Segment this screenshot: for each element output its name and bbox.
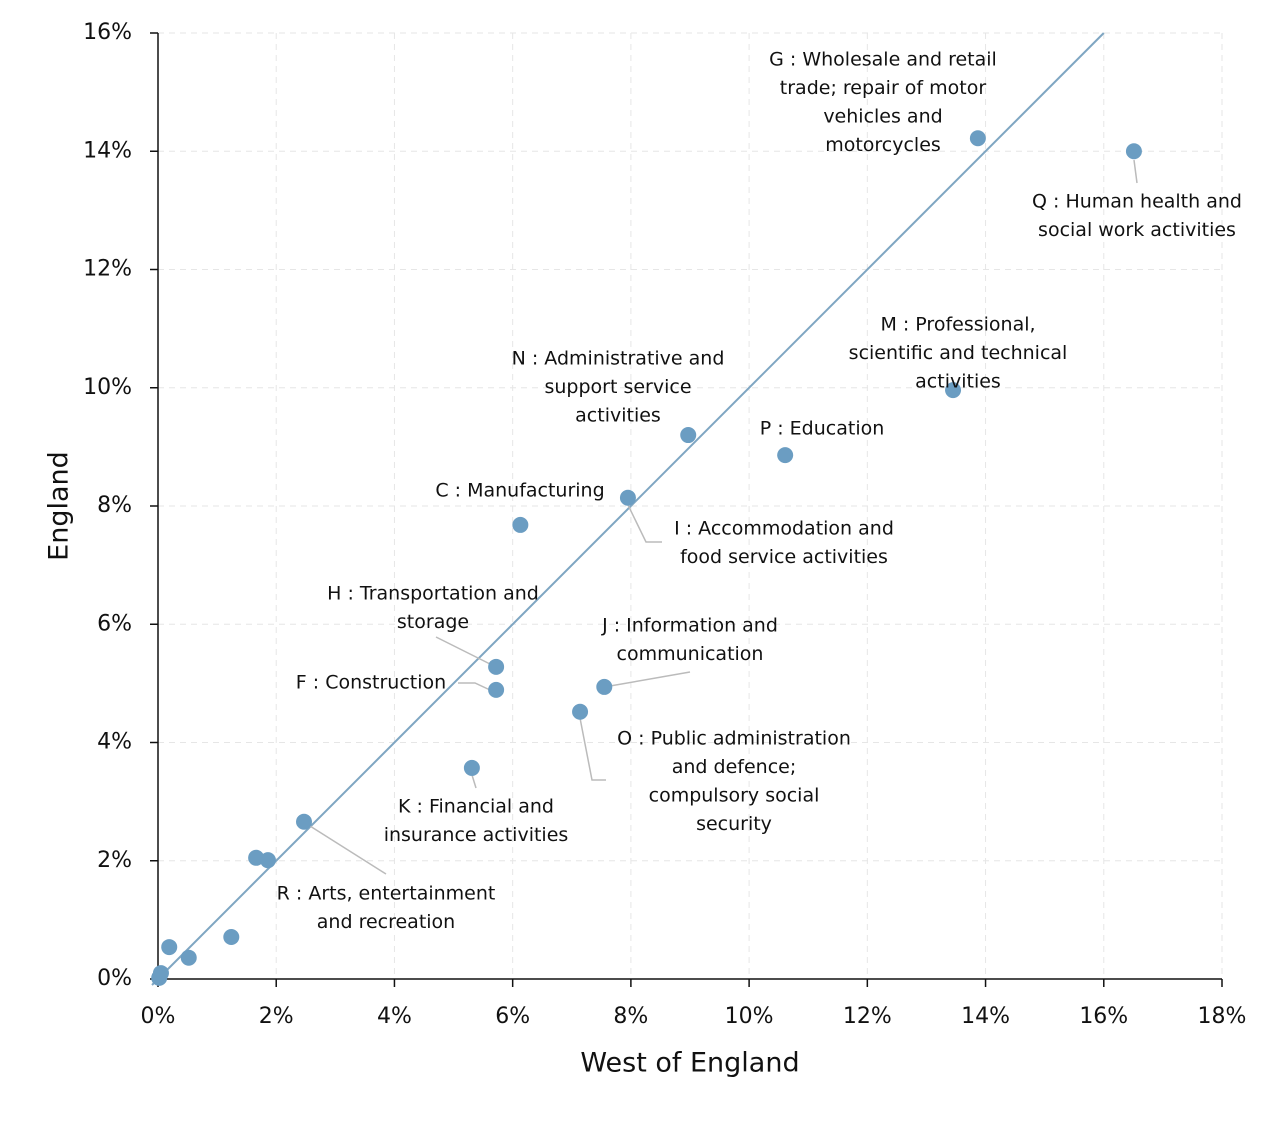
- x-tick-label: 8%: [613, 1004, 648, 1029]
- point-label: F : Construction: [296, 672, 446, 694]
- point-label: C : Manufacturing: [435, 480, 604, 502]
- leader-line: [1133, 159, 1138, 184]
- point-label: scientific and technical: [849, 342, 1068, 364]
- point: [259, 852, 276, 869]
- x-tick-label: 16%: [1079, 1004, 1128, 1029]
- point-label: G : Wholesale and retail: [769, 49, 997, 71]
- leader-line: [435, 636, 491, 665]
- point: [945, 382, 962, 399]
- leader-line: [627, 504, 662, 543]
- point: [596, 678, 613, 695]
- point-label: J : Information and: [601, 615, 778, 637]
- point: [619, 489, 636, 506]
- point: [777, 447, 794, 464]
- point-label: H : Transportation and: [327, 583, 539, 605]
- y-tick-label: 2%: [97, 848, 132, 873]
- y-tick-label: 6%: [97, 611, 132, 636]
- leader-line: [309, 825, 387, 875]
- point: [180, 949, 197, 966]
- point-label: R : Arts, entertainment: [277, 883, 496, 905]
- point: [223, 929, 240, 946]
- point-label: vehicles and: [823, 106, 942, 128]
- point-label: and recreation: [317, 911, 455, 933]
- point: [296, 813, 313, 830]
- point-label: support service: [544, 376, 691, 398]
- y-tick-label: 16%: [83, 20, 132, 45]
- point-label: P : Education: [760, 418, 885, 440]
- point: [969, 130, 986, 147]
- point: [463, 759, 480, 776]
- point-label: communication: [617, 643, 764, 665]
- point-label: M : Professional,: [880, 314, 1035, 336]
- point-label: activities: [575, 405, 661, 427]
- x-tick-label: 2%: [259, 1004, 294, 1029]
- y-axis-title: England: [44, 451, 75, 561]
- x-tick-label: 10%: [725, 1004, 774, 1029]
- y-tick-label: 4%: [97, 730, 132, 755]
- y-tick-label: 10%: [83, 375, 132, 400]
- point-label: storage: [397, 611, 469, 633]
- point: [488, 658, 505, 675]
- leader-line: [458, 682, 491, 691]
- x-tick-label: 12%: [843, 1004, 892, 1029]
- x-tick-label: 4%: [377, 1004, 412, 1029]
- x-tick-label: 6%: [495, 1004, 530, 1029]
- y-tick-label: 0%: [97, 966, 132, 991]
- leader-line: [579, 717, 606, 781]
- point-label: I : Accommodation and: [674, 518, 894, 540]
- y-tick-label: 12%: [83, 257, 132, 282]
- point-label: N : Administrative and: [512, 348, 725, 370]
- point-label: insurance activities: [384, 824, 569, 846]
- point-label: social work activities: [1038, 219, 1236, 241]
- point-label: Q : Human health and: [1032, 191, 1242, 213]
- point: [512, 516, 529, 533]
- reference-line: [151, 32, 1105, 986]
- point-label: security: [696, 813, 772, 835]
- x-axis-title: West of England: [580, 1048, 799, 1079]
- point-label: food service activities: [680, 546, 888, 568]
- point: [488, 681, 505, 698]
- x-tick-label: 18%: [1198, 1004, 1247, 1029]
- point-label: and defence;: [672, 756, 797, 778]
- point: [680, 427, 697, 444]
- leader-line: [471, 774, 477, 789]
- point-label: K : Financial and: [398, 796, 554, 818]
- point-label: compulsory social: [649, 785, 820, 807]
- point: [161, 939, 178, 956]
- x-tick-label: 0%: [141, 1004, 176, 1029]
- point-label: O : Public administration: [617, 728, 851, 750]
- x-tick-label: 14%: [961, 1004, 1010, 1029]
- leader-line: [609, 671, 691, 687]
- point-label: motorcycles: [825, 134, 941, 156]
- point: [1125, 143, 1142, 160]
- y-tick-label: 8%: [97, 493, 132, 518]
- point-label: activities: [915, 371, 1001, 393]
- point-label: trade; repair of motor: [780, 77, 987, 99]
- point: [572, 703, 589, 720]
- point: [151, 969, 168, 986]
- y-tick-label: 14%: [83, 138, 132, 163]
